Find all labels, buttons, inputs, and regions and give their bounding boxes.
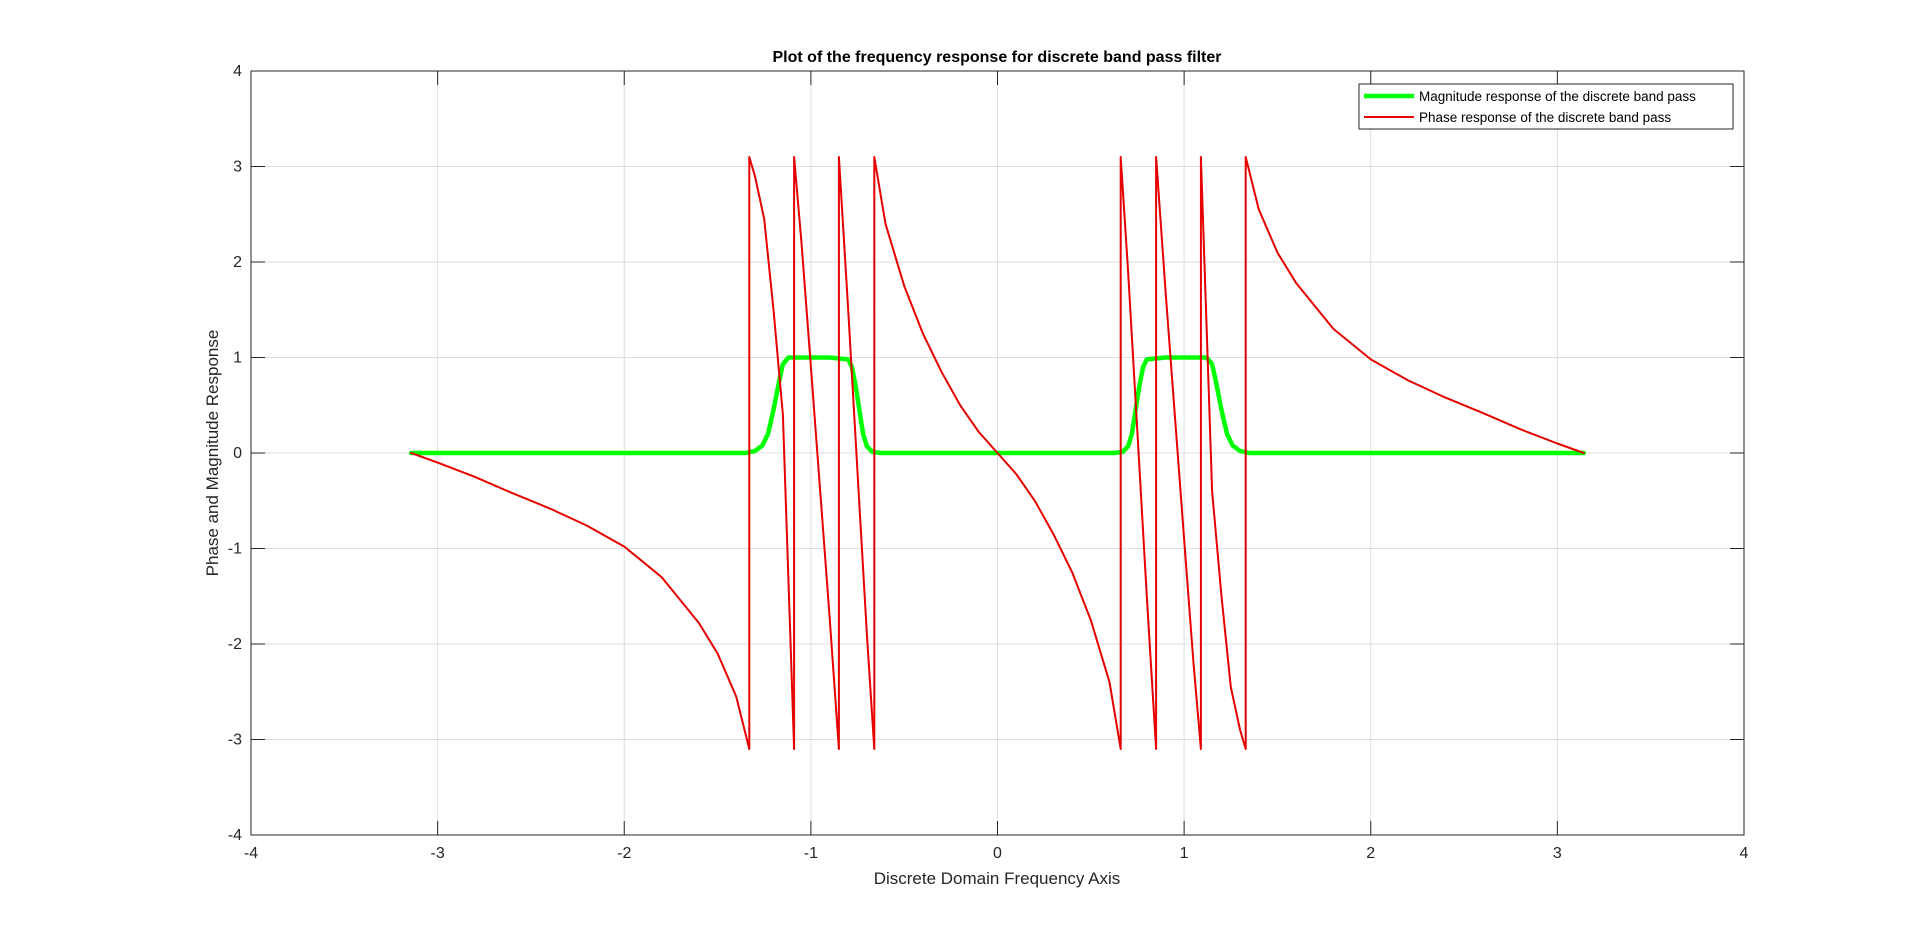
x-tick-label: 2: [1366, 845, 1375, 862]
x-tick-label: 3: [1553, 845, 1562, 862]
legend: Magnitude response of the discrete band …: [1358, 83, 1734, 130]
phase-line: [410, 156, 1585, 750]
x-tick-label: 4: [1740, 845, 1749, 862]
x-tick-label: -2: [617, 845, 631, 862]
y-tick-label: -1: [228, 541, 242, 558]
x-tick-label: 0: [993, 845, 1002, 862]
series-layer: [408, 156, 1587, 750]
x-tick-label: 1: [1180, 845, 1189, 862]
y-tick-label: -3: [228, 732, 242, 749]
ticks: [250, 70, 1745, 836]
legend-label-magnitude: Magnitude response of the discrete band …: [1419, 89, 1696, 104]
x-axis-label: Discrete Domain Frequency Axis: [874, 869, 1121, 888]
legend-box: [1358, 83, 1734, 130]
y-tick-label: -4: [228, 827, 242, 844]
x-tick-label: -4: [244, 845, 258, 862]
chart-title: Plot of the frequency response for discr…: [773, 49, 1222, 66]
y-tick-label: 0: [233, 445, 242, 462]
y-axis-label: Phase and Magnitude Response: [203, 330, 222, 577]
y-tick-label: 1: [233, 350, 242, 367]
y-tick-label: 2: [233, 254, 242, 271]
y-tick-label: 3: [233, 159, 242, 176]
x-tick-label: -3: [431, 845, 445, 862]
x-tick-labels: -4 -3 -2 -1 0 1 2 3 4: [244, 845, 1749, 862]
x-tick-label: -1: [804, 845, 818, 862]
y-tick-label: 4: [233, 63, 242, 80]
legend-label-phase: Phase response of the discrete band pass: [1419, 110, 1671, 125]
y-tick-label: -2: [228, 636, 242, 653]
y-tick-labels: -4 -3 -2 -1 0 1 2 3 4: [228, 63, 242, 844]
